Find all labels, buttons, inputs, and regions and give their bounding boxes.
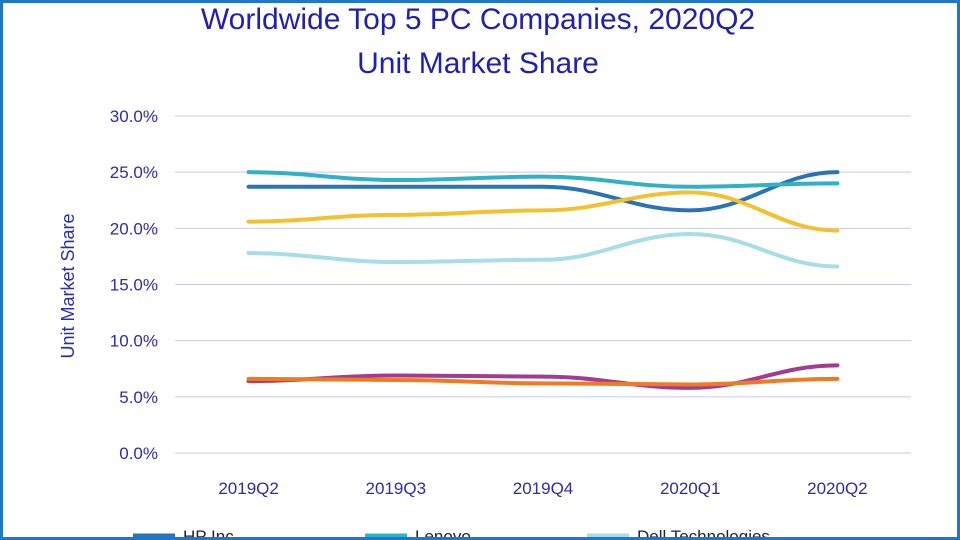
y-tick-label: 0.0% [119,444,158,463]
y-axis-label: Unit Market Share [58,213,78,358]
x-tick-label: 2020Q2 [807,479,868,498]
y-tick-label: 5.0% [119,388,158,407]
x-tick-label: 2019Q3 [366,479,427,498]
x-tick-label: 2020Q1 [660,479,721,498]
legend-label: HP Inc [183,527,234,537]
line-chart: Worldwide Top 5 PC Companies, 2020Q2 Uni… [58,3,911,537]
legend-label: Lenovo [415,527,471,537]
chart-title-line1: Worldwide Top 5 PC Companies, 2020Q2 [201,3,755,36]
grid-layer [175,115,911,454]
series-layer [246,170,840,390]
y-tick-label: 15.0% [110,276,158,295]
y-tick-label: 30.0% [110,107,158,126]
x-tick-label: 2019Q2 [218,479,279,498]
series-line [246,170,840,189]
y-tick-label: 25.0% [110,163,158,182]
chart-title-line2: Unit Market Share [357,47,599,80]
series-line [246,376,840,387]
y-tick-label: 20.0% [110,219,158,238]
y-tick-label: 10.0% [110,332,158,351]
series-line [246,190,840,233]
y-ticks: 0.0% 5.0% 10.0% 15.0% 20.0% 25.0% 30.0% [110,107,158,463]
legend: HP Inc Lenovo Dell Technologies [133,527,770,537]
legend-label: Dell Technologies [637,527,770,537]
x-ticks: 2019Q2 2019Q3 2019Q4 2020Q1 2020Q2 [218,479,867,498]
x-tick-label: 2019Q4 [513,479,574,498]
series-line [246,231,840,269]
